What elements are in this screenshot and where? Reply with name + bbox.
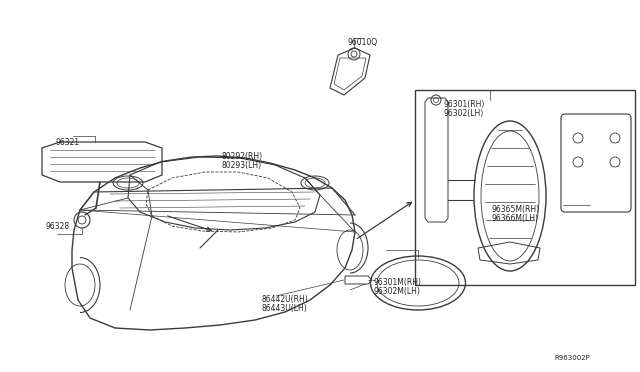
- Text: R963002P: R963002P: [554, 355, 589, 361]
- Text: 80292(RH): 80292(RH): [222, 152, 263, 161]
- Text: 96302M(LH): 96302M(LH): [374, 287, 421, 296]
- Text: 86442U(RH): 86442U(RH): [262, 295, 308, 304]
- Bar: [415, 90, 635, 285]
- Text: 96301(RH): 96301(RH): [444, 100, 485, 109]
- Text: 80293(LH): 80293(LH): [222, 161, 262, 170]
- Text: 96328: 96328: [46, 222, 70, 231]
- Text: 96366M(LH): 96366M(LH): [492, 214, 539, 223]
- Text: 96302(LH): 96302(LH): [444, 109, 484, 118]
- Text: 86443U(LH): 86443U(LH): [262, 304, 308, 313]
- Text: 96301M(RH): 96301M(RH): [374, 278, 422, 287]
- Text: 96010Q: 96010Q: [348, 38, 378, 47]
- Text: 96321: 96321: [55, 138, 79, 147]
- Text: 96365M(RH): 96365M(RH): [492, 205, 540, 214]
